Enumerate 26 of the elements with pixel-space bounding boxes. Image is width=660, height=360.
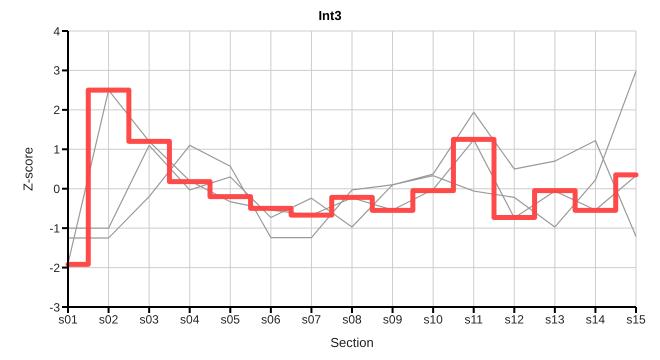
x-tick-label: s07 <box>302 312 322 327</box>
x-tick-label: s12 <box>504 312 524 327</box>
x-tick-label: s09 <box>382 312 403 327</box>
x-axis-title: Section <box>330 335 374 350</box>
x-tick-label: s02 <box>98 312 119 327</box>
chart-title: Int3 <box>317 8 343 25</box>
x-tick-label: s13 <box>545 312 565 327</box>
x-tick-label: s04 <box>180 312 200 327</box>
x-tick-label: s06 <box>261 312 281 327</box>
x-tick-label: s14 <box>586 312 606 327</box>
y-tick-label: -2 <box>49 260 60 275</box>
y-tick-label: 4 <box>53 24 60 38</box>
y-tick-label: 0 <box>53 182 60 196</box>
x-tick-label: s15 <box>626 312 646 327</box>
y-tick-label: -3 <box>49 300 60 314</box>
x-tick-label: s05 <box>220 312 240 327</box>
y-tick-label: 1 <box>53 142 60 157</box>
x-tick-label: s11 <box>464 312 484 327</box>
y-tick-label: 3 <box>53 64 60 78</box>
x-tick-label: s08 <box>342 312 362 327</box>
x-tick-label: s10 <box>423 312 444 327</box>
y-tick-label: 2 <box>53 103 60 118</box>
x-tick-label: s01 <box>58 312 78 327</box>
y-axis-title: Z-score <box>20 146 36 192</box>
y-tick-label: -1 <box>49 221 60 236</box>
x-tick-label: s03 <box>139 312 160 327</box>
